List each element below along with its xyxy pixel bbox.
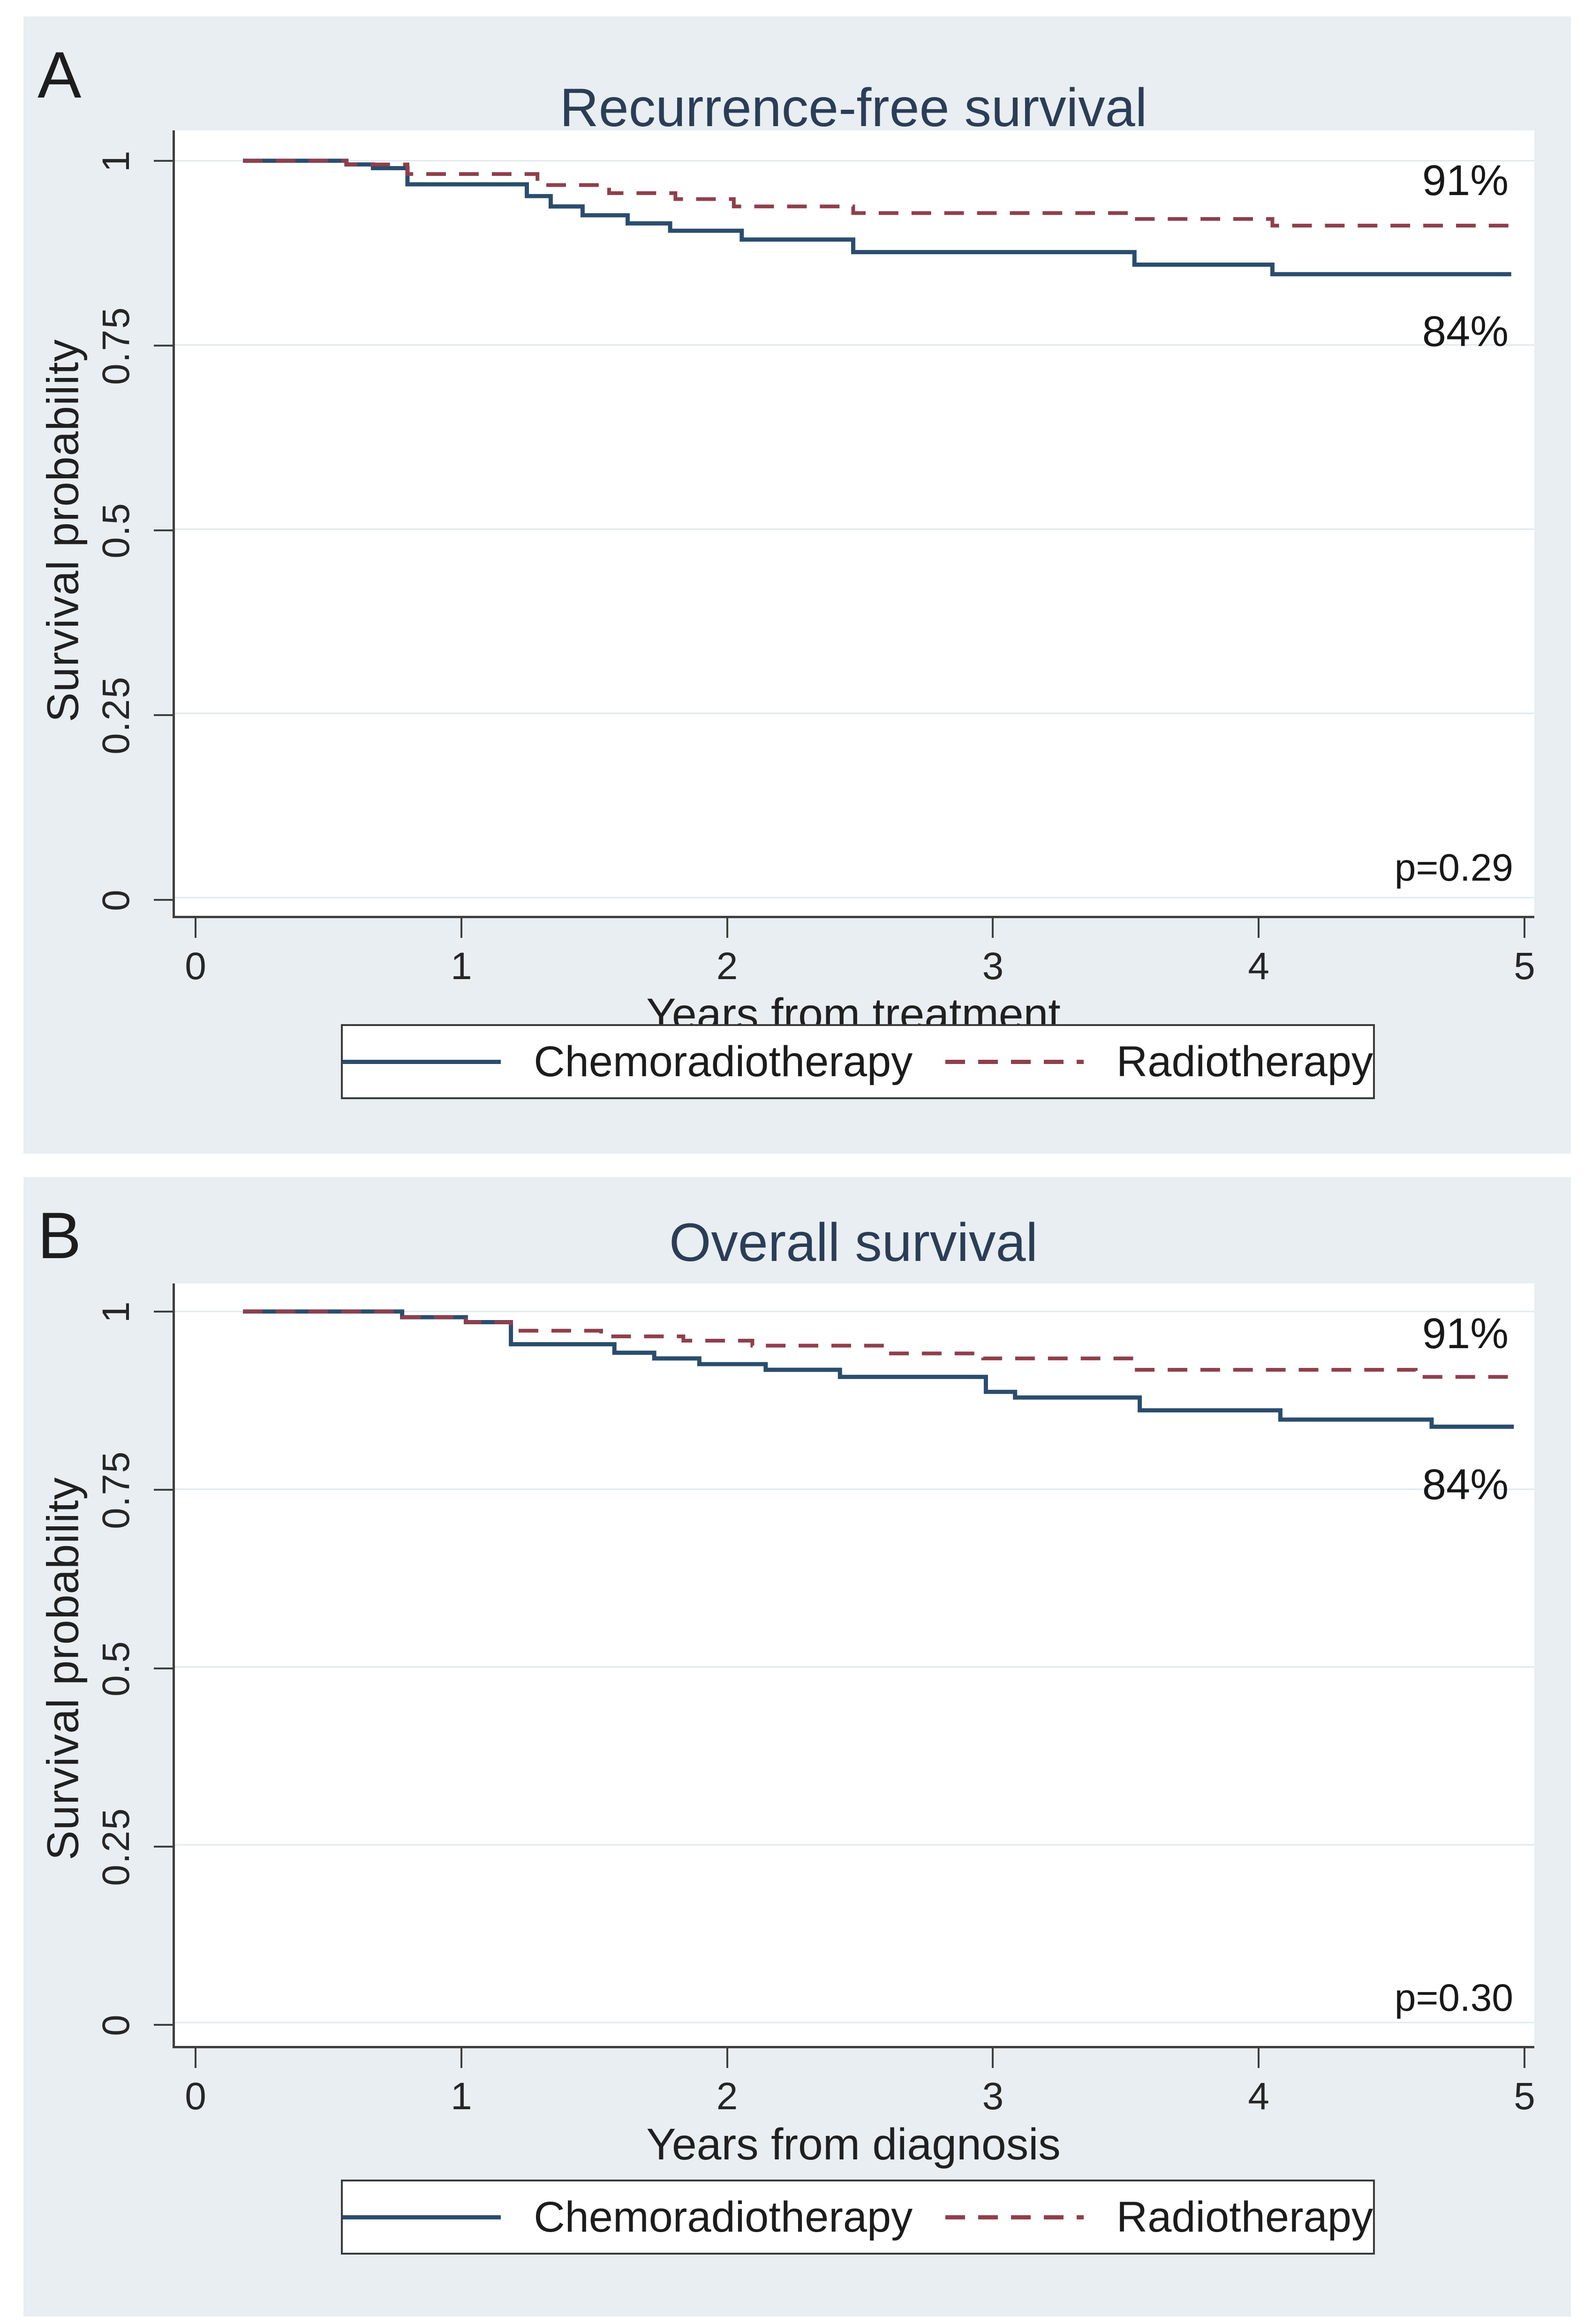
legend-label-radiotherapy: Radiotherapy xyxy=(1116,2193,1373,2241)
radiotherapy-endpoint-label: 91% xyxy=(1422,157,1509,204)
plot-area: 91% 84% p=0.30 xyxy=(173,1283,1534,2048)
y-axis-title: Survival probability xyxy=(38,339,88,722)
panel-title: Recurrence-free survival xyxy=(559,78,1147,138)
legend-label-radiotherapy: Radiotherapy xyxy=(1116,1037,1373,1086)
radiotherapy-line-sample xyxy=(945,1059,1084,1064)
panel-letter: A xyxy=(38,38,82,112)
x-axis-title: Years from diagnosis xyxy=(646,2120,1061,2169)
y-axis-title: Survival probability xyxy=(38,1476,88,1860)
legend-label-chemoradiotherapy: Chemoradiotherapy xyxy=(534,2193,913,2241)
legend-label-chemoradiotherapy: Chemoradiotherapy xyxy=(534,1037,913,1086)
plot-area: 91% 84% p=0.29 xyxy=(173,130,1534,918)
chemoradiotherapy-line-sample xyxy=(343,2215,501,2219)
radiotherapy-line-sample xyxy=(945,2215,1084,2219)
km-curves-svg xyxy=(175,1309,1534,2023)
panel-a-recurrence-free-survival: A Recurrence-free survival Survival prob… xyxy=(23,16,1571,1154)
panel-b-overall-survival: B Overall survival Survival probability … xyxy=(23,1177,1571,2316)
panel-title: Overall survival xyxy=(669,1213,1038,1273)
chemoradiotherapy-endpoint-label: 84% xyxy=(1422,1461,1509,1509)
p-value-label: p=0.29 xyxy=(1394,846,1513,889)
radiotherapy-endpoint-label: 91% xyxy=(1422,1310,1509,1358)
p-value-label: p=0.30 xyxy=(1394,1977,1513,2019)
legend: Chemoradiotherapy Radiotherapy xyxy=(341,1024,1375,1099)
legend: Chemoradiotherapy Radiotherapy xyxy=(341,2180,1375,2255)
panel-letter: B xyxy=(38,1199,82,1272)
chemoradiotherapy-endpoint-label: 84% xyxy=(1422,308,1509,355)
km-curves-svg xyxy=(175,158,1534,898)
chemoradiotherapy-line-sample xyxy=(343,1059,501,1064)
